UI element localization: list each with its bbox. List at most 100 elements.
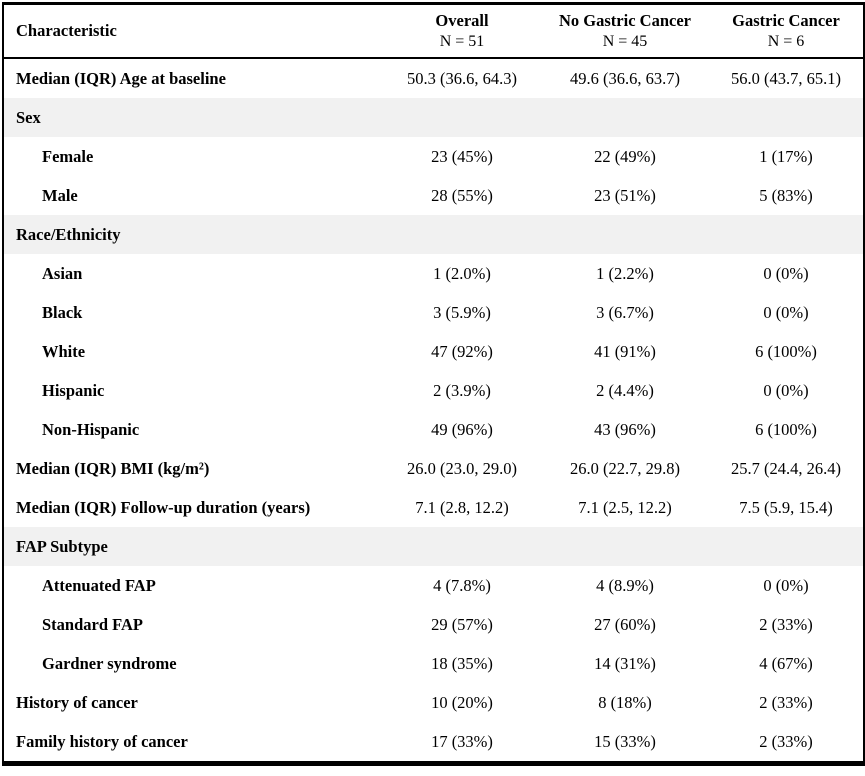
row-label: Median (IQR) Follow-up duration (years) (16, 497, 311, 517)
table-row: Sex (3, 98, 864, 137)
cell-value: 56.0 (43.7, 65.1) (731, 68, 841, 88)
cell-value: 18 (35%) (431, 653, 493, 673)
table-row: Median (IQR) BMI (kg/m²) 26.0 (23.0, 29.0… (3, 449, 864, 488)
cell-value: 10 (20%) (431, 692, 493, 712)
row-label: Asian (42, 263, 83, 283)
cell-value: 3 (6.7%) (596, 302, 654, 322)
row-label: Median (IQR) Age at baseline (16, 68, 226, 88)
row-label: White (42, 341, 86, 361)
row-label: Family history of cancer (16, 731, 188, 751)
cell-value: 49.6 (36.6, 63.7) (570, 68, 680, 88)
header-row: Characteristic Overall N = 51 No Gastric… (3, 3, 864, 59)
header-overall-n: N = 51 (439, 33, 485, 50)
table-row: FAP Subtype (3, 527, 864, 566)
row-label: History of cancer (16, 692, 138, 712)
row-label: Black (42, 302, 83, 322)
cell-value: 1 (2.0%) (433, 263, 491, 283)
cell-value: 7.5 (5.9, 15.4) (739, 497, 833, 517)
cell-value (541, 215, 709, 254)
cell-value: 7.1 (2.5, 12.2) (578, 497, 672, 517)
row-label: Gardner syndrome (42, 653, 177, 673)
cell-value (383, 98, 541, 137)
table-row: Race/Ethnicity (3, 215, 864, 254)
header-no-gastric-cancer: No Gastric Cancer N = 45 (541, 3, 709, 59)
cell-value: 43 (96%) (594, 419, 656, 439)
cell-value: 25.7 (24.4, 26.4) (731, 458, 841, 478)
table-row: History of cancer 10 (20%) 8 (18%) 2 (33%) (3, 683, 864, 722)
cell-value: 3 (5.9%) (433, 302, 491, 322)
table-row: Non-Hispanic 49 (96%) 43 (96%) 6 (100%) (3, 410, 864, 449)
table-row: Family history of cancer 17 (33%) 15 (33%)… (3, 722, 864, 764)
table-row: Gardner syndrome 18 (35%) 14 (31%) 4 (67%) (3, 644, 864, 683)
cell-value: 1 (2.2%) (596, 263, 654, 283)
table-header: Characteristic Overall N = 51 No Gastric… (3, 3, 864, 59)
cell-value (541, 527, 709, 566)
cell-value: 2 (33%) (759, 731, 813, 751)
header-gastric-cancer-n: N = 6 (767, 33, 805, 50)
header-overall: Overall N = 51 (383, 3, 541, 59)
row-label: Hispanic (42, 380, 105, 400)
row-label: Median (IQR) BMI (kg/m²) (16, 458, 210, 478)
header-gastric-cancer-title: Gastric Cancer (732, 11, 840, 30)
cell-value: 15 (33%) (594, 731, 656, 751)
row-label: Attenuated FAP (42, 575, 156, 595)
cell-value: 29 (57%) (431, 614, 493, 634)
table-row: Female 23 (45%) 22 (49%) 1 (17%) (3, 137, 864, 176)
row-label: Non-Hispanic (42, 419, 140, 439)
cell-value: 2 (3.9%) (433, 380, 491, 400)
cell-value: 4 (67%) (759, 653, 813, 673)
header-gastric-cancer: Gastric Cancer N = 6 (709, 3, 864, 59)
table-body: Median (IQR) Age at baseline 50.3 (36.6, … (3, 58, 864, 764)
table-row: Male 28 (55%) 23 (51%) 5 (83%) (3, 176, 864, 215)
cell-value: 7.1 (2.8, 12.2) (415, 497, 509, 517)
cell-value: 26.0 (23.0, 29.0) (407, 458, 517, 478)
cell-value (709, 527, 864, 566)
cell-value: 2 (33%) (759, 692, 813, 712)
table-row: Hispanic 2 (3.9%) 2 (4.4%) 0 (0%) (3, 371, 864, 410)
header-overall-title: Overall (435, 11, 489, 30)
cell-value: 6 (100%) (755, 341, 817, 361)
cell-value: 17 (33%) (431, 731, 493, 751)
cell-value (709, 98, 864, 137)
table-row: Attenuated FAP 4 (7.8%) 4 (8.9%) 0 (0%) (3, 566, 864, 605)
table-row: Standard FAP 29 (57%) 27 (60%) 2 (33%) (3, 605, 864, 644)
cell-value: 23 (45%) (431, 146, 493, 166)
cell-value (541, 98, 709, 137)
cell-value: 4 (8.9%) (596, 575, 654, 595)
row-label: Male (42, 185, 78, 205)
cell-value (383, 527, 541, 566)
row-label: Race/Ethnicity (16, 224, 121, 244)
table-row: White 47 (92%) 41 (91%) 6 (100%) (3, 332, 864, 371)
cell-value (709, 215, 864, 254)
cell-value: 22 (49%) (594, 146, 656, 166)
cell-value: 6 (100%) (755, 419, 817, 439)
table-row: Asian 1 (2.0%) 1 (2.2%) 0 (0%) (3, 254, 864, 293)
cell-value: 41 (91%) (594, 341, 656, 361)
cell-value: 14 (31%) (594, 653, 656, 673)
table-row: Median (IQR) Age at baseline 50.3 (36.6, … (3, 58, 864, 98)
header-no-gastric-cancer-title: No Gastric Cancer (559, 11, 691, 30)
cell-value: 26.0 (22.7, 29.8) (570, 458, 680, 478)
cell-value: 2 (4.4%) (596, 380, 654, 400)
cell-value: 4 (7.8%) (433, 575, 491, 595)
header-characteristic: Characteristic (3, 3, 383, 59)
cell-value: 47 (92%) (431, 341, 493, 361)
cell-value: 27 (60%) (594, 614, 656, 634)
cell-value: 0 (0%) (763, 380, 809, 400)
cell-value: 8 (18%) (598, 692, 652, 712)
row-label: Female (42, 146, 94, 166)
cell-value: 50.3 (36.6, 64.3) (407, 68, 517, 88)
cell-value: 49 (96%) (431, 419, 493, 439)
cell-value (383, 215, 541, 254)
cell-value: 0 (0%) (763, 302, 809, 322)
header-no-gastric-cancer-n: N = 45 (602, 33, 648, 50)
table-row: Median (IQR) Follow-up duration (years) 7… (3, 488, 864, 527)
cell-value: 1 (17%) (759, 146, 813, 166)
cell-value: 28 (55%) (431, 185, 493, 205)
cell-value: 0 (0%) (763, 575, 809, 595)
cell-value: 5 (83%) (759, 185, 813, 205)
table-row: Black 3 (5.9%) 3 (6.7%) 0 (0%) (3, 293, 864, 332)
row-label: FAP Subtype (16, 536, 108, 556)
cell-value: 23 (51%) (594, 185, 656, 205)
